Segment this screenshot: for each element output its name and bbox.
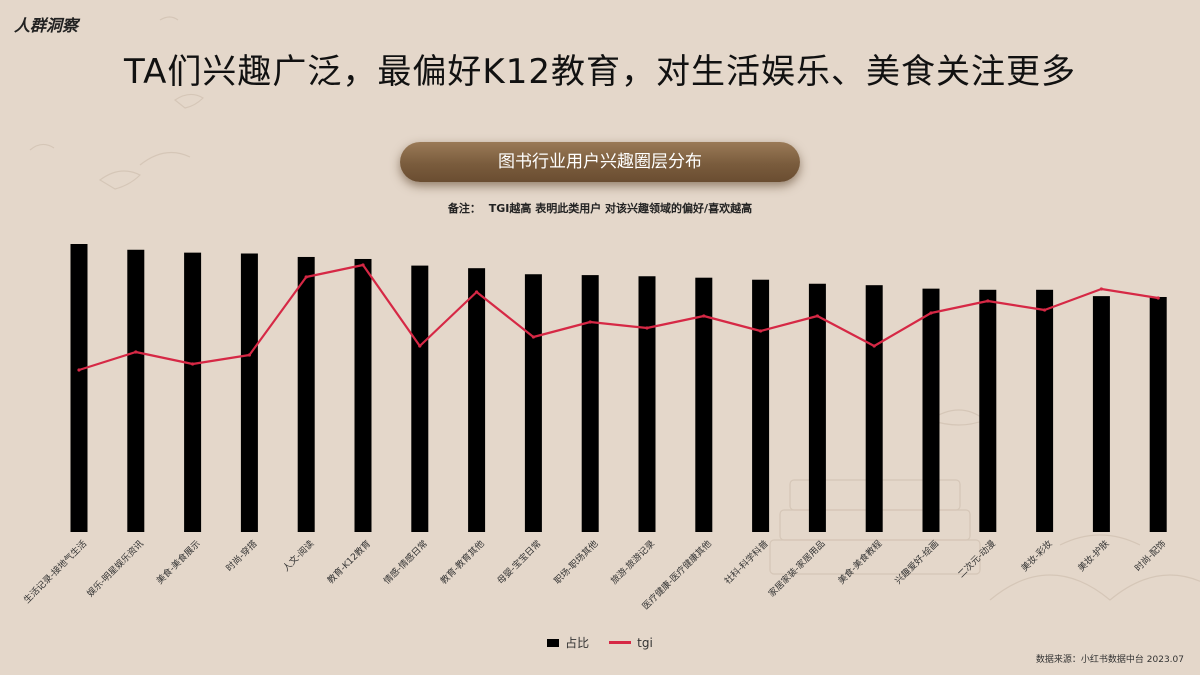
section-label: 人群洞察	[14, 16, 79, 35]
tgi-point-5	[304, 275, 308, 279]
tgi-point-8	[475, 290, 479, 294]
bar-20	[1149, 296, 1167, 532]
tgi-point-10	[588, 320, 592, 324]
tgi-line	[78, 263, 1159, 372]
legend-item-line: tgi	[609, 634, 653, 651]
x-tick-label: 旅游-旅游记录	[608, 538, 657, 587]
legend-line-swatch	[609, 641, 632, 644]
chart-legend: 占比 tgi	[0, 634, 1200, 651]
tgi-point-16	[929, 311, 933, 315]
legend-bar-label: 占比	[565, 636, 590, 650]
tgi-point-7	[418, 344, 422, 348]
note-label: 备注：	[447, 202, 481, 215]
bar-3	[184, 252, 202, 532]
x-tick-label: 母婴-宝宝日常	[495, 538, 544, 587]
data-source: 数据来源：小红书数据中台 2023.07	[1035, 655, 1184, 665]
note-text: TGI越高 表明此类用户 对该兴趣领域的偏好/喜欢越高	[488, 202, 753, 215]
tgi-point-11	[645, 326, 649, 330]
bar-14	[808, 283, 826, 532]
bar-8	[468, 268, 486, 532]
bar-7	[411, 265, 429, 532]
chart-note: 备注： TGI越高 表明此类用户 对该兴趣领域的偏好/喜欢越高	[0, 200, 1200, 216]
tgi-point-6	[361, 263, 365, 267]
bar-4	[240, 253, 258, 532]
bar-15	[865, 285, 883, 532]
bar-13	[752, 279, 770, 532]
tgi-point-19	[1099, 287, 1103, 291]
bar-19	[1092, 296, 1110, 532]
tgi-point-20	[1156, 296, 1160, 300]
x-tick-label: 职场-职场其他	[551, 538, 600, 587]
x-tick-label: 二次元-动漫	[955, 538, 998, 581]
tgi-point-2	[134, 350, 138, 354]
bar-17	[979, 289, 997, 532]
legend-bar-swatch	[547, 638, 560, 647]
tgi-point-18	[1043, 308, 1047, 312]
bar-16	[922, 288, 940, 532]
x-tick-label: 社科-科学科普	[722, 538, 771, 587]
bar-18	[1036, 289, 1054, 532]
tgi-point-15	[872, 344, 876, 348]
bar-9	[524, 274, 542, 532]
x-tick-label: 生活记录-接地气生活	[21, 538, 89, 606]
tgi-point-14	[815, 314, 820, 318]
chart-title: 图书行业用户兴趣圈层分布	[498, 152, 702, 172]
x-tick-label: 人文-阅读	[280, 538, 316, 574]
x-tick-label: 家居家装-家居用品	[766, 538, 828, 600]
bar-6	[354, 258, 372, 532]
bar-10	[581, 275, 599, 532]
tgi-point-3	[191, 362, 195, 366]
x-tick-label: 教育-K12教育	[325, 538, 374, 587]
x-tick-label: 美妆-护肤	[1075, 538, 1111, 574]
x-tick-label: 情感-情感日常	[381, 538, 430, 587]
x-tick-label: 美妆-彩妆	[1018, 538, 1054, 574]
legend-item-bar: 占比	[547, 634, 589, 651]
chart-title-banner: 图书行业用户兴趣圈层分布	[400, 142, 800, 182]
page-title: TA们兴趣广泛，最偏好K12教育，对生活娱乐、美食关注更多	[124, 52, 1076, 92]
x-tick-label: 兴趣爱好-绘画	[892, 538, 941, 587]
tgi-point-4	[247, 353, 251, 357]
tgi-point-13	[759, 329, 763, 333]
tgi-point-1	[77, 368, 81, 372]
x-tick-label: 美食-美食展示	[154, 538, 203, 587]
legend-line-label: tgi	[637, 635, 653, 650]
tgi-point-12	[702, 314, 706, 318]
bar-5	[297, 256, 315, 532]
bar-11	[638, 276, 656, 532]
bar-1	[70, 244, 88, 532]
x-tick-label: 美食-美食教程	[835, 538, 884, 587]
tgi-point-9	[531, 335, 536, 339]
x-tick-label: 教育-教育其他	[438, 538, 487, 587]
tgi-point-17	[986, 299, 990, 303]
x-tick-label: 时尚-穿搭	[223, 538, 259, 574]
bar-2	[127, 249, 145, 532]
x-tick-label: 时尚-配饰	[1132, 538, 1168, 574]
bar-12	[695, 277, 713, 532]
x-tick-label: 娱乐-明星娱乐资讯	[84, 538, 146, 600]
